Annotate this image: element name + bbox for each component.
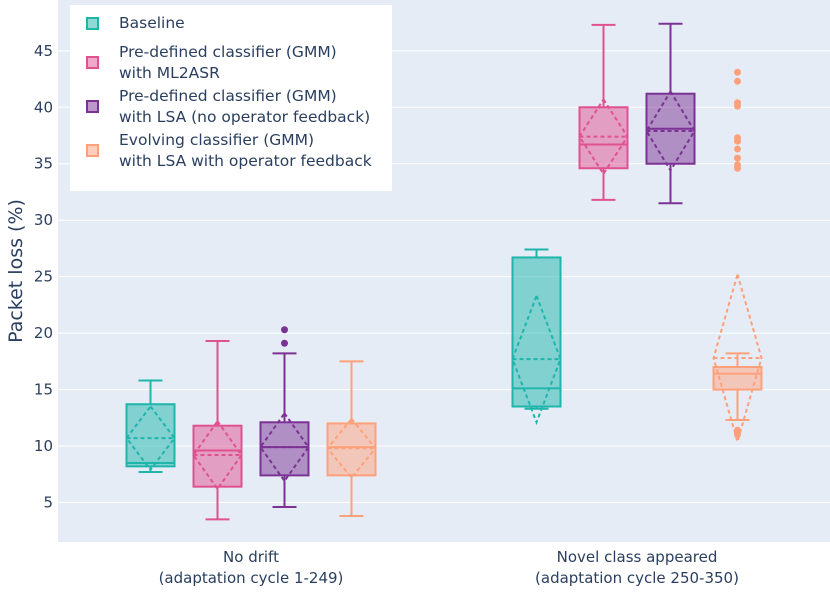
y-tick-label: 40	[34, 98, 53, 116]
legend[interactable]: Baseline Pre-defined classifier (GMM) wit…	[70, 5, 392, 191]
iqr-box	[712, 365, 763, 391]
sd-diamond	[511, 293, 562, 426]
y-tick-label: 30	[34, 211, 53, 229]
outlier-point	[281, 326, 288, 334]
legend-swatch	[86, 100, 99, 113]
legend-label: Pre-defined classifier (GMM) with ML2ASR	[119, 43, 337, 82]
y-axis-ticks: 5 10 15 20 25 30 35 40 45	[34, 42, 53, 512]
legend-label: Baseline	[119, 14, 185, 32]
legend-swatch	[86, 56, 99, 69]
legend-label: Pre-defined classifier (GMM) with LSA (n…	[119, 87, 371, 126]
x-category-label: No drift (adaptation cycle 1-249)	[159, 548, 344, 587]
box-3-1	[712, 68, 763, 446]
iqr-box	[192, 424, 243, 488]
sd-diamond	[125, 404, 176, 472]
legend-label: Evolving classifier (GMM) with LSA with …	[119, 131, 372, 170]
outlier-point	[734, 426, 741, 434]
box-0-1	[511, 248, 562, 426]
outlier-point	[734, 99, 741, 107]
sd-diamond	[326, 417, 377, 480]
legend-swatch	[86, 17, 99, 30]
sd-diamond	[578, 97, 629, 176]
outlier-point	[734, 154, 741, 162]
x-axis-categories: No drift (adaptation cycle 1-249) Novel cl…	[159, 548, 739, 587]
outlier-point	[281, 339, 288, 347]
sd-diamond	[712, 270, 763, 446]
box-1-0	[192, 340, 243, 521]
y-axis-label: Packet loss (%)	[5, 199, 27, 343]
iqr-box	[125, 403, 176, 468]
legend-item[interactable]: Pre-defined classifier (GMM) with ML2ASR	[70, 42, 392, 86]
y-tick-label: 10	[34, 437, 53, 455]
legend-item[interactable]: Evolving classifier (GMM) with LSA with …	[70, 130, 392, 174]
box-groups	[125, 22, 763, 521]
outlier-point	[734, 77, 741, 85]
legend-item[interactable]: Pre-defined classifier (GMM) with LSA (n…	[70, 86, 392, 130]
box-3-0	[326, 360, 377, 518]
x-category-label: Novel class appeared (adaptation cycle 25…	[535, 548, 739, 587]
iqr-box	[326, 422, 377, 477]
y-tick-label: 15	[34, 381, 53, 399]
box-0-0	[125, 379, 176, 473]
outlier-point	[734, 161, 741, 169]
iqr-box	[259, 421, 310, 477]
outlier-point	[734, 145, 741, 153]
box-2-0	[259, 326, 310, 508]
box-2-1	[645, 22, 696, 205]
y-tick-label: 45	[34, 42, 53, 60]
sd-diamond	[645, 89, 696, 173]
legend-swatch	[86, 144, 99, 157]
y-tick-label: 35	[34, 155, 53, 173]
legend-item[interactable]: Baseline	[70, 13, 392, 39]
y-tick-label: 5	[43, 493, 53, 511]
outlier-point	[734, 68, 741, 76]
y-tick-label: 25	[34, 268, 53, 286]
y-tick-label: 20	[34, 324, 53, 342]
box-1-1	[578, 23, 629, 201]
iqr-box	[511, 256, 562, 408]
outlier-point	[734, 134, 741, 142]
iqr-box	[578, 106, 629, 170]
